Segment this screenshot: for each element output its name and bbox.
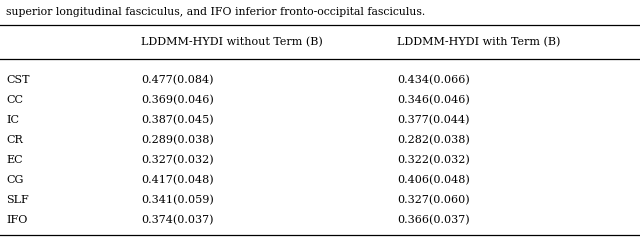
Text: 0.366(0.037): 0.366(0.037) [397,215,469,225]
Text: 0.369(0.046): 0.369(0.046) [141,95,214,105]
Text: 0.377(0.044): 0.377(0.044) [397,115,469,125]
Text: LDDMM-HYDI with Term (B): LDDMM-HYDI with Term (B) [397,37,560,47]
Text: CST: CST [6,75,30,85]
Text: IC: IC [6,115,19,125]
Text: 0.282(0.038): 0.282(0.038) [397,135,470,145]
Text: 0.341(0.059): 0.341(0.059) [141,195,214,205]
Text: IFO: IFO [6,215,28,225]
Text: 0.327(0.060): 0.327(0.060) [397,195,469,205]
Text: 0.387(0.045): 0.387(0.045) [141,115,213,125]
Text: 0.322(0.032): 0.322(0.032) [397,155,470,165]
Text: CG: CG [6,175,24,185]
Text: 0.346(0.046): 0.346(0.046) [397,95,470,105]
Text: 0.434(0.066): 0.434(0.066) [397,75,470,85]
Text: 0.417(0.048): 0.417(0.048) [141,175,213,185]
Text: LDDMM-HYDI without Term (B): LDDMM-HYDI without Term (B) [141,37,323,47]
Text: CC: CC [6,95,24,105]
Text: 0.289(0.038): 0.289(0.038) [141,135,214,145]
Text: 0.327(0.032): 0.327(0.032) [141,155,213,165]
Text: EC: EC [6,155,23,165]
Text: 0.477(0.084): 0.477(0.084) [141,75,213,85]
Text: superior longitudinal fasciculus, and IFO inferior fronto-occipital fasciculus.: superior longitudinal fasciculus, and IF… [6,7,426,17]
Text: 0.406(0.048): 0.406(0.048) [397,175,470,185]
Text: CR: CR [6,135,23,145]
Text: 0.374(0.037): 0.374(0.037) [141,215,213,225]
Text: SLF: SLF [6,195,29,205]
